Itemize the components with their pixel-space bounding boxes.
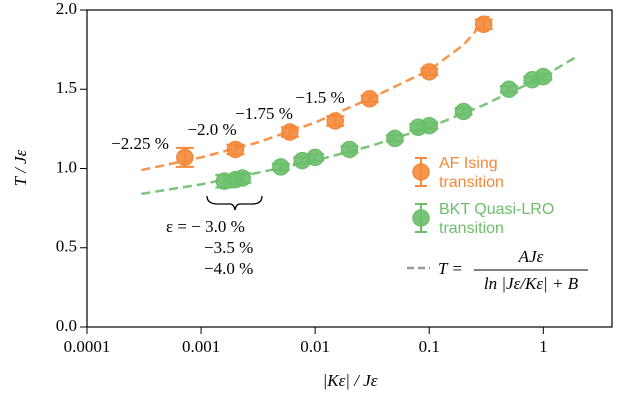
legend-label: BKT Quasi-LRO transition [439,201,555,237]
data-point [386,129,404,148]
annotation: ε = − 3.0 % [166,217,245,236]
x-tick-label: 0.1 [419,337,440,356]
annotation: −1.75 % [235,104,293,123]
fit-label-numerator: AJε [518,247,544,266]
annotation: −3.5 % [204,238,253,257]
annotation: −2.25 % [111,134,169,153]
annotation: −1.5 % [295,88,344,107]
data-point [534,67,553,86]
data-point [500,80,518,98]
data-point [474,15,493,34]
data-point [326,112,344,130]
data-point [420,116,438,135]
data-point [233,169,252,187]
x-tick-label: 0.001 [182,337,220,356]
fit-curve [141,12,493,172]
y-tick-label: 1.0 [56,157,77,176]
x-tick-label: 1 [539,337,548,356]
legend-label: AF Ising transition [439,155,504,191]
x-axis-label: |Kε| / Jε [323,371,378,390]
annotation: −4.0 % [204,259,253,278]
data-point [272,158,290,176]
data-point [420,63,438,81]
y-axis-label: T / Jε [11,149,30,186]
data-point [226,140,245,159]
x-tick-label: 0.01 [300,337,330,356]
y-tick-label: 0.5 [56,237,77,256]
brace [206,195,263,211]
data-point [454,102,473,121]
y-tick-label: 2.0 [56,0,77,18]
data-point [360,90,379,108]
data-point [340,140,359,159]
legend-marker [412,209,430,227]
y-tick-label: 1.5 [56,78,77,97]
annotation: −2.0 % [187,120,236,139]
legend-marker [412,163,430,181]
data-point [306,148,324,167]
data-point [176,148,194,167]
data-point [281,123,299,141]
y-tick-label: 0.0 [56,316,77,335]
fit-label-denominator: ln |Jε/Kε| + B [484,274,579,293]
x-tick-label: 0.0001 [64,337,111,356]
fit-label-lhs: T = [438,259,463,278]
